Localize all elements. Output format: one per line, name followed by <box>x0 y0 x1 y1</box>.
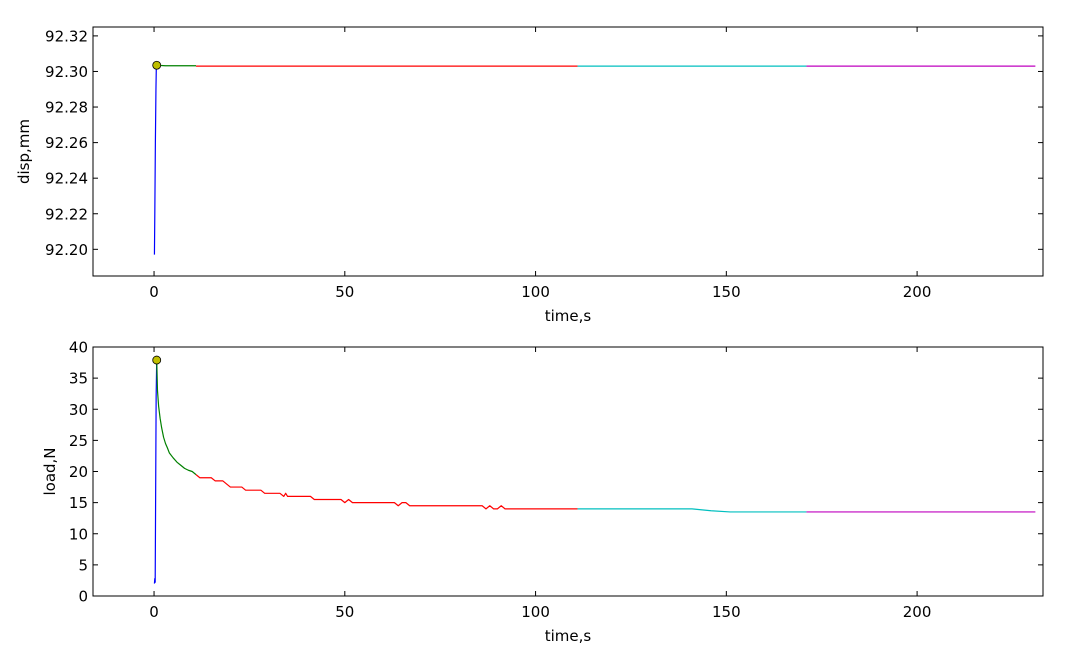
axes-frame <box>92 26 1044 277</box>
y-tick-label: 92.32 <box>45 27 88 45</box>
x-tick-label: 50 <box>335 603 354 621</box>
y-tick-label: 0 <box>78 588 88 606</box>
y-tick-label: 92.20 <box>45 241 88 259</box>
x-tick-label: 150 <box>712 283 741 301</box>
axes-frame <box>92 346 1044 597</box>
x-tick-label: 0 <box>149 283 159 301</box>
x-axis-label: time,s <box>545 627 592 645</box>
series-group <box>152 60 1036 255</box>
x-axis-label: time,s <box>545 307 592 325</box>
series-line-3 <box>577 508 807 513</box>
y-tick-label: 5 <box>78 556 88 574</box>
y-tick-label: 92.30 <box>45 63 88 81</box>
y-tick-label: 92.28 <box>45 99 88 117</box>
x-tick-label: 100 <box>521 283 550 301</box>
x-tick-label: 100 <box>521 603 550 621</box>
y-tick-label: 92.22 <box>45 205 88 223</box>
series-line-2 <box>195 474 578 510</box>
load-chart: 0 50 100 150 200 0 5 10 15 20 25 30 35 40 time,s load,N <box>41 339 1044 645</box>
y-tick-label: 92.24 <box>45 170 88 188</box>
y-tick-label: 40 <box>69 339 88 357</box>
y-axis-label: disp,mm <box>15 119 33 184</box>
series-line-1 <box>156 64 197 67</box>
y-tick-label: 15 <box>69 494 88 512</box>
y-tick-label: 10 <box>69 525 88 543</box>
series-line-1 <box>156 360 197 476</box>
x-tick-label: 200 <box>903 603 932 621</box>
data-marker-0 <box>152 60 162 70</box>
x-tick-label: 200 <box>903 283 932 301</box>
y-axis-label: load,N <box>41 447 59 495</box>
y-tick-label: 20 <box>69 463 88 481</box>
series-group <box>152 355 1036 584</box>
disp-chart: 0 50 100 150 200 92.20 92.22 92.24 92.26 92.28 92.… <box>15 26 1044 325</box>
x-tick-label: 0 <box>149 603 159 621</box>
y-tick-label: 35 <box>69 370 88 388</box>
data-marker-0 <box>152 355 162 365</box>
series-line-0 <box>153 65 158 255</box>
y-tick-label: 92.26 <box>45 134 88 152</box>
x-tick-label: 50 <box>335 283 354 301</box>
y-tick-label: 25 <box>69 432 88 450</box>
y-tick-label: 30 <box>69 401 88 419</box>
series-line-0 <box>153 360 158 584</box>
x-tick-label: 150 <box>712 603 741 621</box>
